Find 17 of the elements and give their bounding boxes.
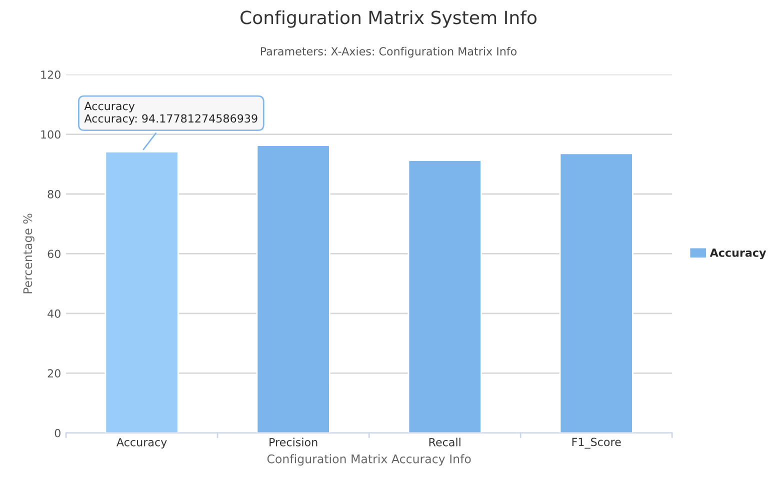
y-tick-label: 60	[48, 250, 60, 258]
x-axis-title: Configuration Matrix Accuracy Info	[267, 454, 471, 466]
y-axis-title: Percentage %	[23, 214, 34, 294]
legend-label: Accuracy	[710, 248, 766, 260]
chart-subtitle: Parameters: X-Axies: Configuration Matrix Info	[260, 46, 517, 58]
y-tick-label: 120	[41, 70, 60, 79]
y-tick-label: 40	[48, 309, 60, 318]
chart-title: Configuration Matrix System Info	[240, 10, 537, 28]
x-tick-label: Precision	[270, 438, 318, 446]
x-tick-label: F1_Score	[572, 438, 621, 449]
annotation: Accuracy Accuracy: 94.17781274586939	[84, 102, 258, 125]
x-tick-label: Accuracy	[116, 438, 167, 449]
x-tick-label: Recall	[429, 438, 460, 446]
y-tick-label: 20	[48, 369, 60, 378]
y-tick-label: 100	[41, 130, 60, 139]
y-tick-label: 80	[48, 190, 60, 198]
y-tick-label: 0	[54, 428, 60, 438]
